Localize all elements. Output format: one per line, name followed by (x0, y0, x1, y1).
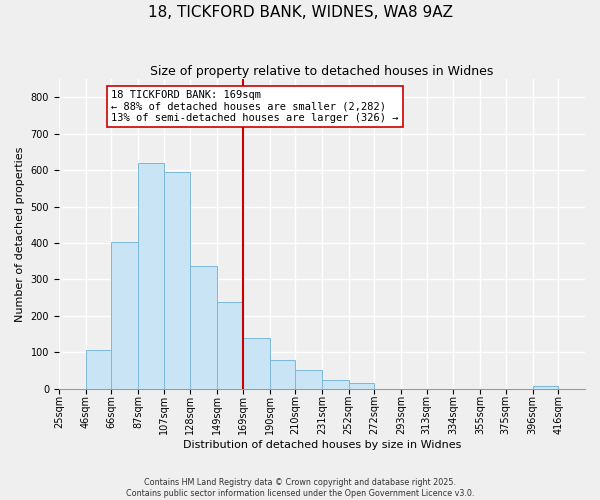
Bar (138, 164, 164, 388)
Bar (190, 266, 217, 388)
Bar (269, 360, 295, 388)
X-axis label: Distribution of detached houses by size in Widnes: Distribution of detached houses by size … (183, 440, 461, 450)
Title: Size of property relative to detached houses in Widnes: Size of property relative to detached ho… (150, 65, 494, 78)
Text: 18 TICKFORD BANK: 169sqm
← 88% of detached houses are smaller (2,282)
13% of sem: 18 TICKFORD BANK: 169sqm ← 88% of detach… (111, 90, 398, 124)
Y-axis label: Number of detached properties: Number of detached properties (15, 146, 25, 322)
Bar (533, 386, 558, 388)
Bar (295, 370, 322, 388)
Bar (111, 242, 138, 388)
Bar (217, 302, 243, 388)
Text: Contains HM Land Registry data © Crown copyright and database right 2025.
Contai: Contains HM Land Registry data © Crown c… (126, 478, 474, 498)
Bar (164, 172, 190, 388)
Bar (322, 380, 349, 388)
Text: 18, TICKFORD BANK, WIDNES, WA8 9AZ: 18, TICKFORD BANK, WIDNES, WA8 9AZ (148, 5, 452, 20)
Bar (243, 338, 269, 388)
Bar (86, 350, 111, 389)
Bar (349, 383, 374, 388)
